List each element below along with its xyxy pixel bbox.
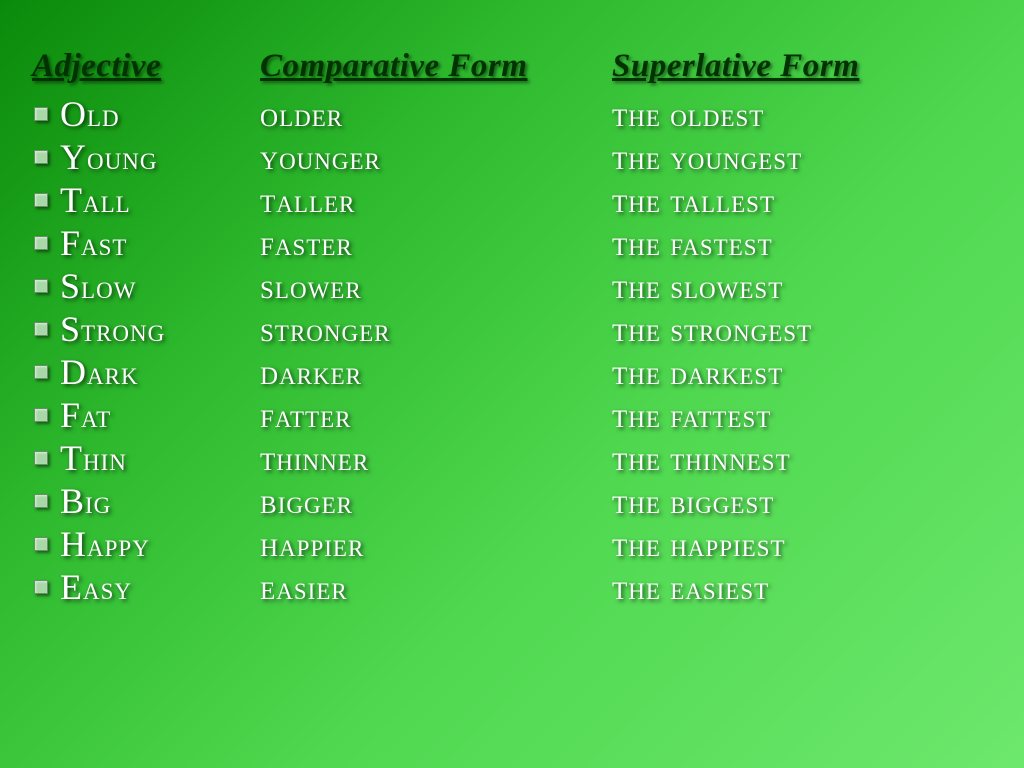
table-row: Talltallerthe tallest (32, 179, 992, 221)
table-row: Slowslowerthe slowest (32, 265, 992, 307)
cell-comparative: happier (260, 523, 612, 565)
bullet-icon (34, 193, 48, 207)
table-row: Happyhappierthe happiest (32, 523, 992, 565)
cell-adjective: Strong (60, 308, 260, 350)
cell-adjective: Fat (60, 394, 260, 436)
cell-adjective: Dark (60, 351, 260, 393)
table-row: Bigbiggerthe biggest (32, 480, 992, 522)
cell-adjective: Big (60, 480, 260, 522)
cell-comparative: easier (260, 566, 612, 608)
cell-comparative: faster (260, 222, 612, 264)
cell-superlative: the strongest (612, 308, 992, 350)
cell-superlative: the happiest (612, 523, 992, 565)
bullet-icon (34, 322, 48, 336)
bullet-icon (34, 537, 48, 551)
cell-superlative: the fattest (612, 394, 992, 436)
cell-comparative: thinner (260, 437, 612, 479)
cell-adjective: Fast (60, 222, 260, 264)
cell-comparative: taller (260, 179, 612, 221)
bullet-icon (34, 279, 48, 293)
cell-adjective: Old (60, 93, 260, 135)
cell-adjective: Young (60, 136, 260, 178)
cell-superlative: the biggest (612, 480, 992, 522)
header-adjective: Adjective (32, 48, 260, 85)
cell-comparative: bigger (260, 480, 612, 522)
cell-superlative: the darkest (612, 351, 992, 393)
bullet-icon (34, 494, 48, 508)
table-row: Strongstrongerthe strongest (32, 308, 992, 350)
cell-comparative: older (260, 93, 612, 135)
table-header-row: Adjective Comparative Form Superlative F… (32, 48, 992, 85)
cell-comparative: stronger (260, 308, 612, 350)
cell-superlative: the tallest (612, 179, 992, 221)
bullet-icon (34, 408, 48, 422)
bullet-icon (34, 150, 48, 164)
bullet-icon (34, 580, 48, 594)
table-row: Oldolderthe oldest (32, 93, 992, 135)
cell-adjective: Slow (60, 265, 260, 307)
cell-comparative: fatter (260, 394, 612, 436)
table-row: Darkdarkerthe darkest (32, 351, 992, 393)
table-row: Easyeasierthe easiest (32, 566, 992, 608)
header-comparative: Comparative Form (260, 48, 612, 85)
cell-superlative: the youngest (612, 136, 992, 178)
cell-comparative: darker (260, 351, 612, 393)
table-row: Fastfasterthe fastest (32, 222, 992, 264)
cell-comparative: slower (260, 265, 612, 307)
cell-comparative: younger (260, 136, 612, 178)
cell-superlative: the fastest (612, 222, 992, 264)
cell-superlative: the oldest (612, 93, 992, 135)
cell-adjective: Easy (60, 566, 260, 608)
bullet-icon (34, 365, 48, 379)
bullet-icon (34, 107, 48, 121)
table-row: Youngyoungerthe youngest (32, 136, 992, 178)
table-row: Fatfatterthe fattest (32, 394, 992, 436)
cell-superlative: the slowest (612, 265, 992, 307)
cell-adjective: Thin (60, 437, 260, 479)
bullet-icon (34, 236, 48, 250)
cell-adjective: Tall (60, 179, 260, 221)
table-body: Oldolderthe oldestYoungyoungerthe younge… (32, 93, 992, 608)
table-row: Thinthinnerthe thinnest (32, 437, 992, 479)
cell-superlative: the easiest (612, 566, 992, 608)
header-superlative: Superlative Form (612, 48, 992, 85)
cell-superlative: the thinnest (612, 437, 992, 479)
bullet-icon (34, 451, 48, 465)
slide-content: Adjective Comparative Form Superlative F… (32, 48, 992, 608)
cell-adjective: Happy (60, 523, 260, 565)
